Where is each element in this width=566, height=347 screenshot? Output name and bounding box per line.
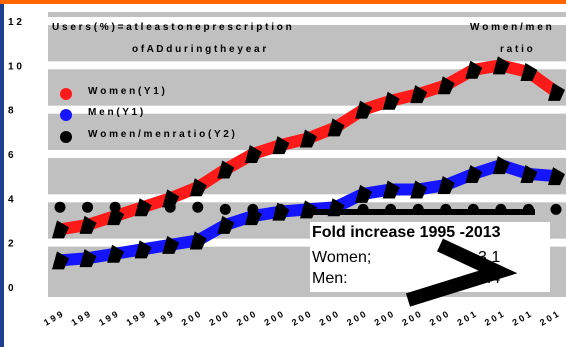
series-point-women [465,60,483,79]
series-point-men [492,156,510,175]
series-point-ratio [164,201,176,213]
fold-men-label: Men: [312,270,348,287]
legend: W o m e n ( Y 1 ) M e n ( Y 1 ) W o m e … [60,86,235,143]
series-point-men [52,251,69,270]
series-point-women [52,220,69,239]
series-point-women [272,136,290,155]
series-point-women [107,207,125,226]
series-point-women [382,91,400,110]
series-point-women [520,62,538,81]
series-point-men [520,164,538,183]
grid-band [48,150,566,158]
series-point-men [79,249,97,268]
series-point-ratio [137,201,149,213]
grid-band [48,17,566,25]
chart-title-line2: o f A D d u r i n g t h e y e a r [132,44,266,55]
series-point-men [134,240,152,259]
series-point-men [382,180,400,199]
series-point-women [162,189,180,208]
series-point-men [162,235,180,254]
series-point-women [79,215,97,234]
series-point-women [217,160,235,179]
series-point-women [327,118,345,137]
grid-band [48,61,566,70]
series-point-men [465,164,483,183]
series-point-men [189,231,207,250]
series-point-women [300,129,317,148]
fold-arrow-shape [405,238,518,307]
grid-band [48,238,566,247]
y-tick-label: 4 [8,194,14,205]
y-tick-label: 6 [8,150,14,161]
ratio-title-line2: r a t i o [500,44,533,55]
fold-box-title: Fold increase 1995 -2013 [312,224,501,241]
series-point-ratio [192,201,204,213]
series-point-ratio [82,201,94,213]
ratio-title-line1: W o m e n / m e n [470,22,552,33]
legend-label-ratio: W o m e n / m e n r a t i o ( Y 2 ) [88,129,235,140]
fold-women-label: Women; [312,249,371,266]
legend-label-women: W o m e n ( Y 1 ) [88,86,165,97]
y-tick-label: 8 [8,106,14,117]
left-accent-bar [0,0,4,347]
series-point-men [217,215,235,234]
grid-band [48,105,566,114]
series-point-women [492,56,510,75]
y-tick-label: 1 0 [8,61,22,72]
series-point-women [244,145,262,163]
y-tick-label: 1 2 [8,17,22,28]
series-point-ratio [247,203,259,215]
legend-swatch-men [60,109,72,121]
series-point-ratio [550,203,562,215]
series-point-men [437,176,455,195]
fold-box-background [310,222,550,292]
legend-swatch-women [60,88,72,100]
series-point-men [410,180,428,199]
grid-band [48,194,566,203]
fold-increase-box: Fold increase 1995 -2013 Women; 3.1 Men:… [310,209,550,307]
series-point-women [410,85,428,104]
chart-title-line1: U s e r s ( % ) = a t l e a s t o n e p … [52,22,292,33]
series-point-women [355,100,373,119]
grid-bands [48,17,566,247]
series-point-ratio [54,201,66,213]
top-accent-bar [0,0,566,4]
series-point-ratio [109,201,121,213]
series-point-women [437,76,455,95]
series-point-men [355,184,373,203]
series-point-women [189,178,207,197]
series-point-ratio [219,203,231,215]
series-point-ratio [274,203,286,215]
series-point-men [548,167,565,186]
y-tick-label: 2 [8,239,14,250]
legend-label-men: M e n ( Y 1 ) [88,107,143,118]
series-point-men [107,244,125,263]
y-axis-ticks: 0 2 4 6 8 1 0 1 2 [8,17,22,294]
series-point-women [548,82,565,101]
y-tick-label: 0 [8,283,14,294]
legend-swatch-ratio [60,131,72,143]
